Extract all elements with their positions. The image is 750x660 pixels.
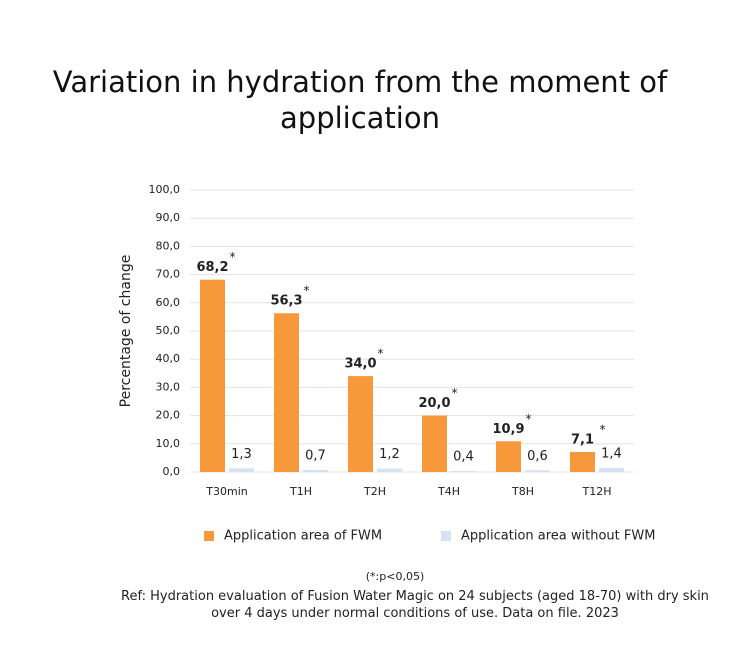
y-tick-label: 0,0 (163, 465, 181, 478)
y-tick-label: 90,0 (156, 211, 181, 224)
bar (570, 451, 595, 472)
x-tick-label: T12H (582, 485, 612, 498)
bar (599, 468, 624, 472)
x-tick-label: T2H (363, 485, 386, 498)
value-label: 0,7 (305, 449, 326, 464)
x-tick-label: T4H (437, 485, 460, 498)
bar (348, 376, 373, 472)
y-tick-label: 20,0 (156, 409, 181, 422)
value-label: 34,0 (344, 357, 376, 372)
y-tick-label: 60,0 (156, 296, 181, 309)
bar (451, 470, 476, 472)
value-label: 68,2 (196, 260, 228, 275)
value-label: 7,1 (571, 432, 594, 447)
significance-mark: * (600, 422, 606, 436)
bar (303, 470, 328, 472)
x-tick-label: T1H (289, 485, 312, 498)
legend-label: Application area without FWM (461, 529, 655, 544)
value-label: 1,3 (231, 447, 252, 462)
footnote: (*:p<0,05) (366, 570, 424, 583)
bar (229, 468, 254, 472)
y-axis-label: Percentage of change (118, 255, 134, 408)
chart-title: Variation in hydration from the moment o… (52, 65, 668, 135)
bar (525, 470, 550, 472)
bar (274, 313, 299, 472)
significance-mark: * (378, 347, 384, 361)
y-tick-label: 70,0 (156, 268, 181, 281)
significance-mark: * (304, 284, 310, 298)
value-label: 20,0 (418, 396, 450, 411)
value-label: 56,3 (270, 294, 302, 309)
y-tick-label: 80,0 (156, 239, 181, 252)
y-tick-label: 40,0 (156, 352, 181, 365)
significance-mark: * (452, 386, 458, 400)
bar (422, 415, 447, 472)
legend-swatch (441, 531, 451, 541)
reference: Ref: Hydration evaluation of Fusion Wate… (121, 589, 709, 621)
value-label: 0,4 (453, 449, 474, 464)
value-label: 10,9 (492, 422, 524, 437)
bar (377, 468, 402, 472)
y-tick-label: 10,0 (156, 437, 181, 450)
x-tick-label: T8H (511, 485, 534, 498)
significance-mark: * (526, 412, 532, 426)
y-tick-label: 50,0 (156, 324, 181, 337)
bar (200, 279, 225, 472)
x-tick-label: T30min (205, 485, 247, 498)
value-label: 1,4 (601, 447, 622, 462)
value-label: 1,2 (379, 447, 400, 462)
bar (496, 441, 521, 472)
y-tick-label: 100,0 (149, 183, 181, 196)
legend-swatch (204, 531, 214, 541)
y-tick-label: 30,0 (156, 380, 181, 393)
legend-label: Application area of FWM (224, 529, 382, 544)
significance-mark: * (230, 250, 236, 264)
value-label: 0,6 (527, 449, 548, 464)
